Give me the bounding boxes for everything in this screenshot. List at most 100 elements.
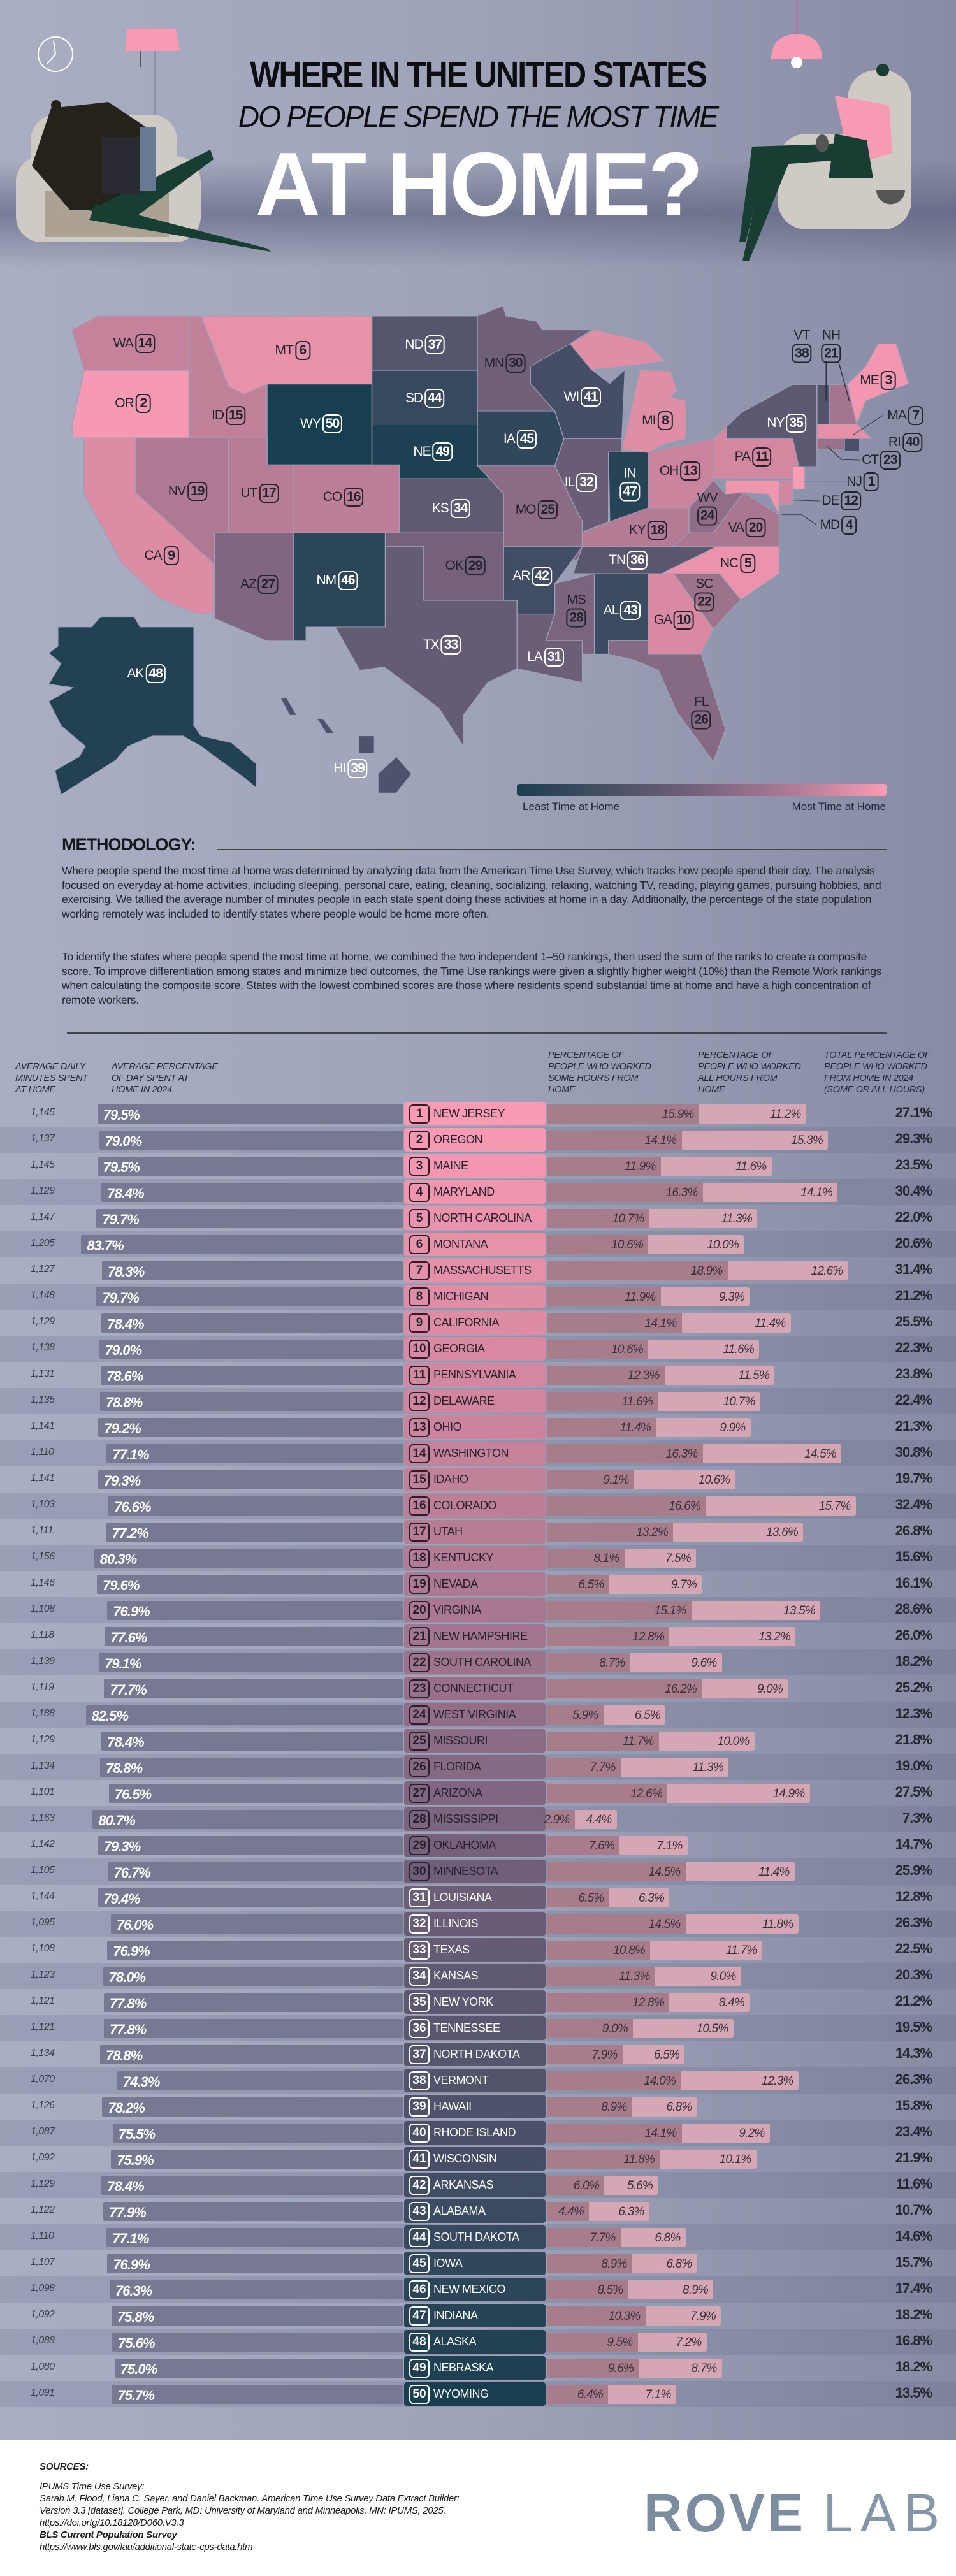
table-row: 1,091 75.7% 50 WYOMING 6.4% 7.1% 13.5% bbox=[0, 2381, 956, 2407]
minutes-value: 1,129 bbox=[31, 1185, 55, 1196]
all-hours-bar: 15.7% bbox=[706, 1496, 856, 1516]
state-ct bbox=[816, 438, 845, 450]
state-name: NEW HAMPSHIRE bbox=[433, 1630, 528, 1642]
map-label-nm: NM 46 bbox=[317, 571, 358, 591]
minutes-value: 1,138 bbox=[31, 1342, 55, 1353]
pct-day-value: 76.6% bbox=[114, 1499, 151, 1515]
total-value: 31.4% bbox=[895, 1261, 932, 1277]
state-name: CALIFORNIA bbox=[433, 1316, 500, 1329]
minutes-value: 1,092 bbox=[31, 2152, 55, 2163]
some-hours-value: 12.8% bbox=[632, 1996, 665, 2009]
map-label-ma: MA 7 bbox=[887, 405, 923, 425]
rank-cell: 4 MARYLAND bbox=[404, 1180, 546, 1204]
state-abbr: NC bbox=[720, 555, 739, 570]
map-label-nv: NV 19 bbox=[168, 481, 208, 501]
map-label-id: ID 15 bbox=[212, 405, 246, 425]
all-hours-bar: 13.6% bbox=[673, 1523, 803, 1542]
pct-day-bar: 78.4% bbox=[101, 1183, 403, 1202]
rank-number: 17 bbox=[409, 1522, 430, 1542]
rank-cell: 14 WASHINGTON bbox=[404, 1442, 546, 1465]
legend-most-label: Most Time at Home bbox=[792, 800, 886, 813]
pct-day-value: 80.3% bbox=[99, 1551, 137, 1567]
table-row: 1,110 77.1% 14 WASHINGTON 16.3% 14.5% 30.8% bbox=[0, 1440, 956, 1466]
table-row: 1,134 78.8% 37 NORTH DAKOTA 7.9% 6.5% 14.3% bbox=[0, 2041, 956, 2067]
source-1-link[interactable]: https://doi.ortg/10.18128/D060.V3.3 bbox=[40, 2517, 184, 2528]
some-hours-bar: 11.8% bbox=[547, 2150, 660, 2169]
pct-day-value: 76.5% bbox=[114, 1786, 152, 1802]
total-value: 14.7% bbox=[895, 1836, 932, 1852]
rank-cell: 45 IOWA bbox=[404, 2252, 546, 2275]
some-hours-bar: 11.9% bbox=[547, 1287, 661, 1306]
rank-badge: 32 bbox=[576, 473, 597, 493]
some-hours-value: 6.4% bbox=[577, 2388, 604, 2401]
table-row: 1,108 76.9% 33 TEXAS 10.8% 11.7% 22.5% bbox=[0, 1937, 956, 1963]
state-abbr: KS bbox=[431, 501, 449, 516]
state-vt bbox=[816, 384, 830, 425]
pct-day-bar: 79.5% bbox=[97, 1104, 403, 1124]
all-hours-value: 6.8% bbox=[666, 2257, 692, 2271]
rank-cell: 27 ARIZONA bbox=[404, 1781, 546, 1805]
total-value: 20.6% bbox=[895, 1235, 932, 1251]
all-hours-bar: 11.4% bbox=[685, 1862, 795, 1881]
some-hours-bar: 7.9% bbox=[547, 2045, 623, 2064]
rank-cell: 50 WYOMING bbox=[404, 2382, 546, 2406]
state-name: DELAWARE bbox=[433, 1394, 495, 1407]
minutes-value: 1,121 bbox=[31, 2022, 55, 2032]
all-hours-bar: 7.1% bbox=[608, 2385, 676, 2404]
all-hours-value: 6.8% bbox=[666, 2101, 692, 2114]
some-hours-value: 16.2% bbox=[665, 1682, 697, 1696]
minutes-value: 1,070 bbox=[31, 2074, 55, 2085]
total-value: 18.2% bbox=[895, 2359, 932, 2375]
state-abbr: MD bbox=[820, 517, 841, 533]
minutes-value: 1,146 bbox=[31, 1577, 55, 1588]
all-hours-bar: 8.4% bbox=[669, 1993, 750, 2012]
state-abbr: ND bbox=[405, 337, 423, 352]
rank-cell: 21 NEW HAMPSHIRE bbox=[404, 1624, 546, 1648]
rank-badge: 38 bbox=[792, 344, 812, 363]
some-hours-value: 11.4% bbox=[619, 1421, 651, 1435]
pct-day-bar: 77.9% bbox=[103, 2202, 403, 2221]
state-in bbox=[607, 451, 649, 523]
map-label-nd: ND 37 bbox=[405, 335, 445, 355]
state-name: MISSOURI bbox=[433, 1734, 488, 1747]
some-hours-value: 10.3% bbox=[608, 2310, 641, 2323]
rank-cell: 37 NORTH DAKOTA bbox=[404, 2043, 546, 2066]
state-hi bbox=[358, 735, 375, 754]
rank-badge: 6 bbox=[294, 341, 310, 361]
rank-badge: 8 bbox=[657, 411, 673, 431]
source-1-line-2: Version 3.3 [dataset]. College Park, MD:… bbox=[40, 2505, 446, 2516]
rank-cell: 42 ARKANSAS bbox=[404, 2173, 546, 2197]
minutes-value: 1,141 bbox=[31, 1421, 55, 1431]
table-row: 1,111 77.2% 17 UTAH 13.2% 13.6% 26.8% bbox=[0, 1519, 956, 1545]
map-label-wa: WA 14 bbox=[113, 334, 156, 354]
pct-day-value: 78.0% bbox=[108, 1969, 146, 1985]
source-2-link[interactable]: https://www.bls.gov/lau/additional-state… bbox=[40, 2542, 253, 2552]
some-hours-bar: 10.8% bbox=[547, 1941, 650, 1960]
sources-title: SOURCES: bbox=[40, 2461, 89, 2472]
table-row: 1,129 78.4% 9 CALIFORNIA 14.1% 11.4% 25.5% bbox=[0, 1310, 956, 1336]
rank-badge: 1 bbox=[863, 472, 879, 492]
minutes-value: 1,141 bbox=[31, 1473, 55, 1484]
all-hours-value: 11.4% bbox=[755, 1317, 786, 1330]
minutes-value: 1,105 bbox=[31, 1865, 55, 1876]
source-2-title: BLS Current Population Survey bbox=[40, 2529, 177, 2540]
rank-number: 8 bbox=[409, 1287, 430, 1306]
some-hours-bar: 10.6% bbox=[547, 1235, 648, 1254]
some-hours-bar: 6.4% bbox=[547, 2385, 608, 2404]
minutes-value: 1,118 bbox=[31, 1630, 54, 1640]
pct-day-value: 79.0% bbox=[105, 1342, 142, 1358]
map-label-ms: MS 28 bbox=[566, 592, 586, 628]
pct-day-value: 83.7% bbox=[87, 1238, 124, 1254]
all-hours-value: 6.5% bbox=[634, 1709, 661, 1722]
pct-day-value: 77.1% bbox=[112, 1447, 149, 1463]
rank-badge: 13 bbox=[680, 461, 700, 481]
all-hours-bar: 9.9% bbox=[656, 1418, 751, 1437]
rank-number: 21 bbox=[409, 1626, 430, 1646]
some-hours-bar: 6.5% bbox=[547, 1575, 609, 1594]
total-value: 22.4% bbox=[895, 1392, 932, 1408]
table-row: 1,148 79.7% 8 MICHIGAN 11.9% 9.3% 21.2% bbox=[0, 1284, 956, 1310]
table-row: 1,121 77.8% 36 TENNESSEE 9.0% 10.5% 19.5% bbox=[0, 2015, 956, 2041]
header-pct-day: AVERAGE PERCENTAGE OF DAY SPENT AT HOME … bbox=[112, 1062, 218, 1095]
table-row: 1,141 79.2% 13 OHIO 11.4% 9.9% 21.3% bbox=[0, 1414, 956, 1440]
state-abbr: CA bbox=[144, 547, 162, 563]
